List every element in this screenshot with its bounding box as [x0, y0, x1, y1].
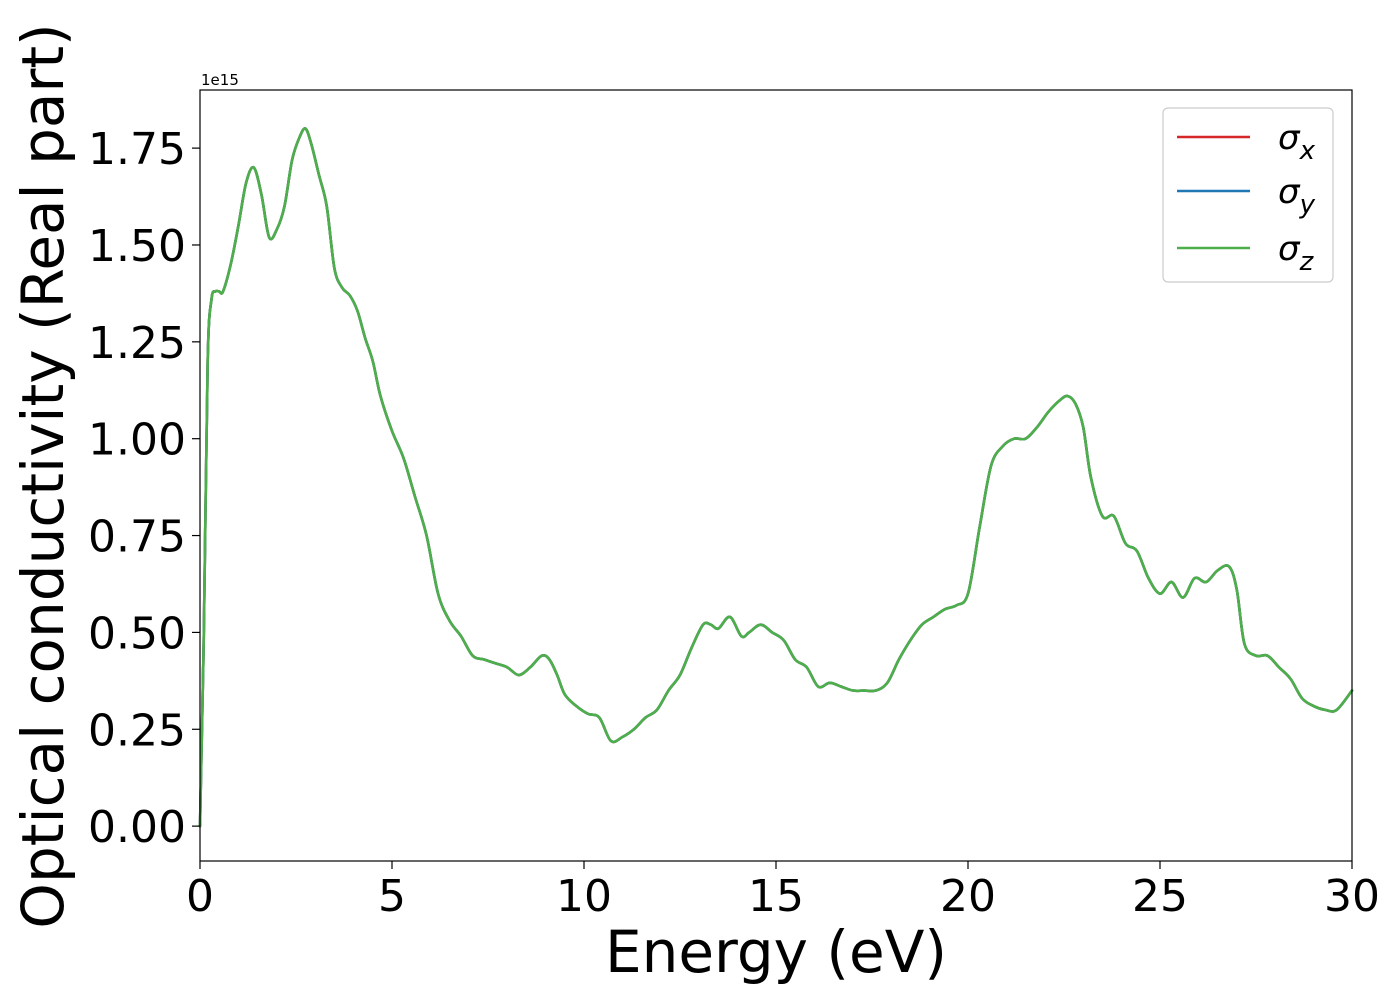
y-tick-label: 0.75 — [88, 512, 186, 563]
x-tick-label: 20 — [940, 871, 996, 922]
y-axis-label: Optical conductivity (Real part) — [9, 23, 77, 928]
x-tick-label: 15 — [748, 871, 804, 922]
legend-subscript: y — [1299, 190, 1316, 220]
x-tick-label: 10 — [556, 871, 612, 922]
series-layer — [198, 127, 1354, 828]
y-tick-label: 1.50 — [88, 221, 186, 272]
legend-label: σz — [1278, 229, 1315, 277]
x-tick-label: 0 — [186, 871, 214, 922]
plot-frame — [199, 89, 1353, 862]
legend-label: σy — [1278, 172, 1316, 220]
x-tick-label: 30 — [1324, 871, 1380, 922]
x-tick-label: 25 — [1132, 871, 1188, 922]
legend-symbol: σ — [1278, 229, 1301, 269]
y-tick-label: 0.00 — [88, 802, 186, 853]
legend-box — [1162, 107, 1334, 283]
x-axis-label: Energy (eV) — [605, 918, 947, 986]
y-tick-label: 0.25 — [88, 705, 186, 756]
legend-subscript: z — [1299, 247, 1315, 277]
y-tick-label: 1.75 — [88, 124, 186, 175]
y-tick-label: 0.50 — [88, 608, 186, 659]
legend-label: σx — [1278, 118, 1316, 166]
legend-subscript: x — [1299, 136, 1316, 166]
legend-symbol: σ — [1278, 172, 1301, 212]
plot-area-background — [200, 90, 1352, 861]
y-offset-label: 1e15 — [201, 71, 239, 89]
y-tick-label: 1.25 — [88, 318, 186, 369]
x-tick-label: 5 — [378, 871, 406, 922]
series-line-σz — [198, 127, 1354, 828]
y-axis-ticks: 0.00 0.25 0.50 0.75 1.00 1.25 1.50 1.75 — [88, 124, 200, 853]
legend-symbol: σ — [1278, 118, 1301, 158]
y-tick-label: 1.00 — [88, 415, 186, 466]
x-axis-ticks: 0 5 10 15 20 25 30 — [186, 861, 1380, 922]
